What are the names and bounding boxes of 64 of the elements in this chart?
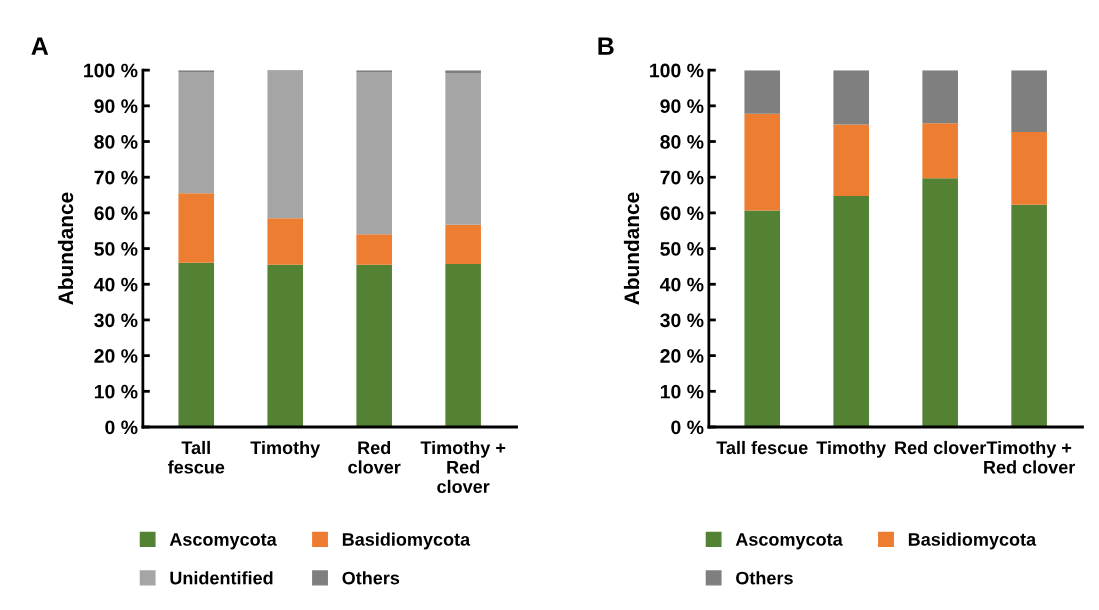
bar bbox=[356, 234, 392, 265]
legend-label: Others bbox=[736, 571, 793, 585]
bar bbox=[833, 124, 869, 197]
y-tick-label: 30 % bbox=[660, 313, 704, 328]
legend-label: Basidiomycota bbox=[908, 532, 1037, 550]
y-tick-label: 90 % bbox=[94, 99, 138, 114]
bar bbox=[267, 218, 304, 265]
bar bbox=[178, 193, 215, 263]
x-tick-label: Timothy bbox=[250, 440, 321, 458]
y-tick-label: 70 % bbox=[94, 170, 138, 185]
y-axis-title: Abundance bbox=[623, 192, 640, 305]
chart-title: B bbox=[598, 37, 614, 55]
chart-title: A bbox=[31, 37, 49, 55]
bar bbox=[833, 196, 869, 427]
x-tick-label: Red clover bbox=[895, 440, 987, 455]
bar bbox=[922, 123, 958, 179]
legend-label: Unidentified bbox=[170, 571, 273, 585]
y-tick-label: 20 % bbox=[660, 349, 704, 363]
bar bbox=[744, 210, 781, 427]
bar bbox=[922, 70, 958, 124]
bar bbox=[1011, 204, 1047, 427]
y-tick-label: 90 % bbox=[660, 99, 704, 114]
y-tick-label: 0 % bbox=[671, 420, 704, 435]
bar bbox=[833, 70, 869, 125]
bar bbox=[445, 263, 481, 427]
bar bbox=[445, 224, 481, 264]
bar bbox=[356, 264, 392, 427]
y-axis-title: Abundance bbox=[57, 192, 74, 305]
legend-label: Ascomycota bbox=[735, 533, 843, 550]
y-tick-label: 50 % bbox=[660, 242, 704, 256]
y-tick-label: 70 % bbox=[660, 170, 704, 185]
y-tick-label: 60 % bbox=[660, 206, 704, 221]
bar bbox=[1011, 131, 1047, 205]
bar bbox=[744, 70, 781, 114]
y-tick-label: 20 % bbox=[94, 349, 138, 363]
y-tick-label: 40 % bbox=[659, 277, 704, 292]
bar bbox=[1011, 70, 1047, 132]
x-tick-label: Red clover bbox=[348, 440, 401, 474]
y-tick-label: 0 % bbox=[105, 420, 138, 435]
legend-label: Others bbox=[342, 571, 400, 585]
y-tick-label: 50 % bbox=[94, 242, 138, 256]
y-tick-label: 100 % bbox=[84, 63, 138, 78]
bar bbox=[267, 264, 304, 427]
bar bbox=[356, 71, 392, 235]
y-tick-label: 80 % bbox=[660, 134, 704, 149]
bar bbox=[267, 70, 304, 219]
x-tick-label: Tall fescue bbox=[167, 440, 225, 474]
x-tick-label: Timothy bbox=[816, 440, 887, 458]
y-tick-label: 40 % bbox=[93, 277, 138, 292]
legend-label: Basidiomycota bbox=[342, 532, 471, 550]
bar bbox=[178, 71, 215, 194]
y-tick-label: 10 % bbox=[94, 384, 138, 399]
bar bbox=[922, 178, 958, 427]
y-tick-label: 10 % bbox=[660, 384, 704, 399]
y-tick-label: 80 % bbox=[94, 134, 138, 149]
bar bbox=[445, 73, 481, 225]
bar bbox=[178, 262, 215, 427]
x-tick-label: Timothy + Red clover bbox=[420, 440, 506, 494]
legend-label: Ascomycota bbox=[169, 533, 277, 550]
y-tick-label: 60 % bbox=[94, 206, 138, 221]
x-tick-label: Tall fescue bbox=[716, 440, 808, 455]
y-tick-label: 30 % bbox=[94, 313, 138, 328]
y-tick-label: 100 % bbox=[650, 63, 704, 78]
bar bbox=[744, 113, 781, 211]
